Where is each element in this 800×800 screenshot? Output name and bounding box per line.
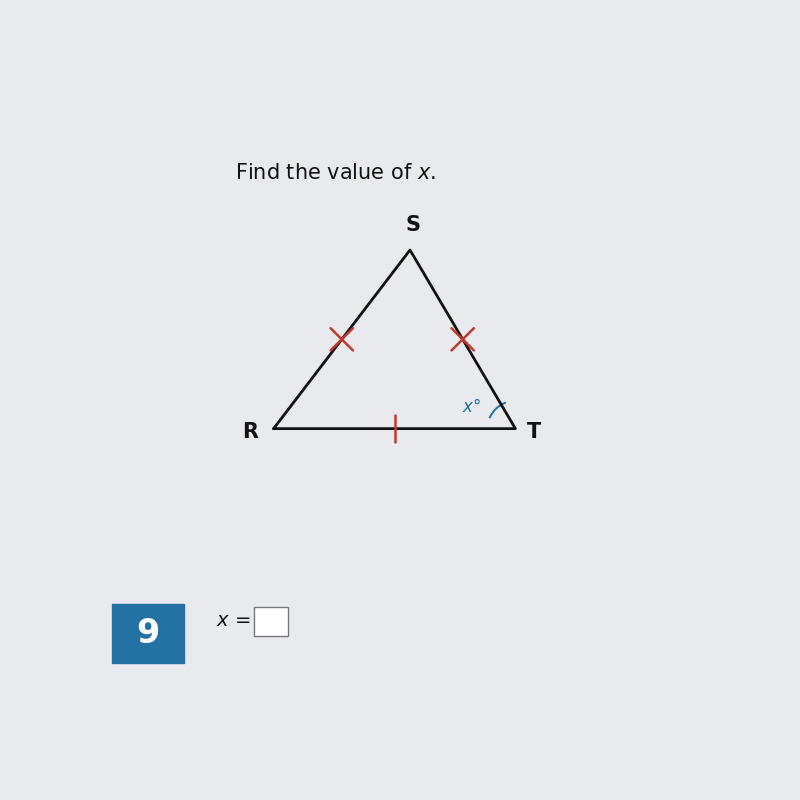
FancyBboxPatch shape: [254, 606, 288, 636]
Text: S: S: [406, 214, 421, 234]
FancyBboxPatch shape: [112, 604, 184, 662]
Text: Find the value of $x$.: Find the value of $x$.: [235, 163, 436, 183]
Text: T: T: [526, 422, 541, 442]
Text: $x$°: $x$°: [462, 398, 482, 416]
Text: R: R: [242, 422, 258, 442]
Text: 9: 9: [137, 617, 160, 650]
Text: $x$ =: $x$ =: [216, 611, 250, 630]
